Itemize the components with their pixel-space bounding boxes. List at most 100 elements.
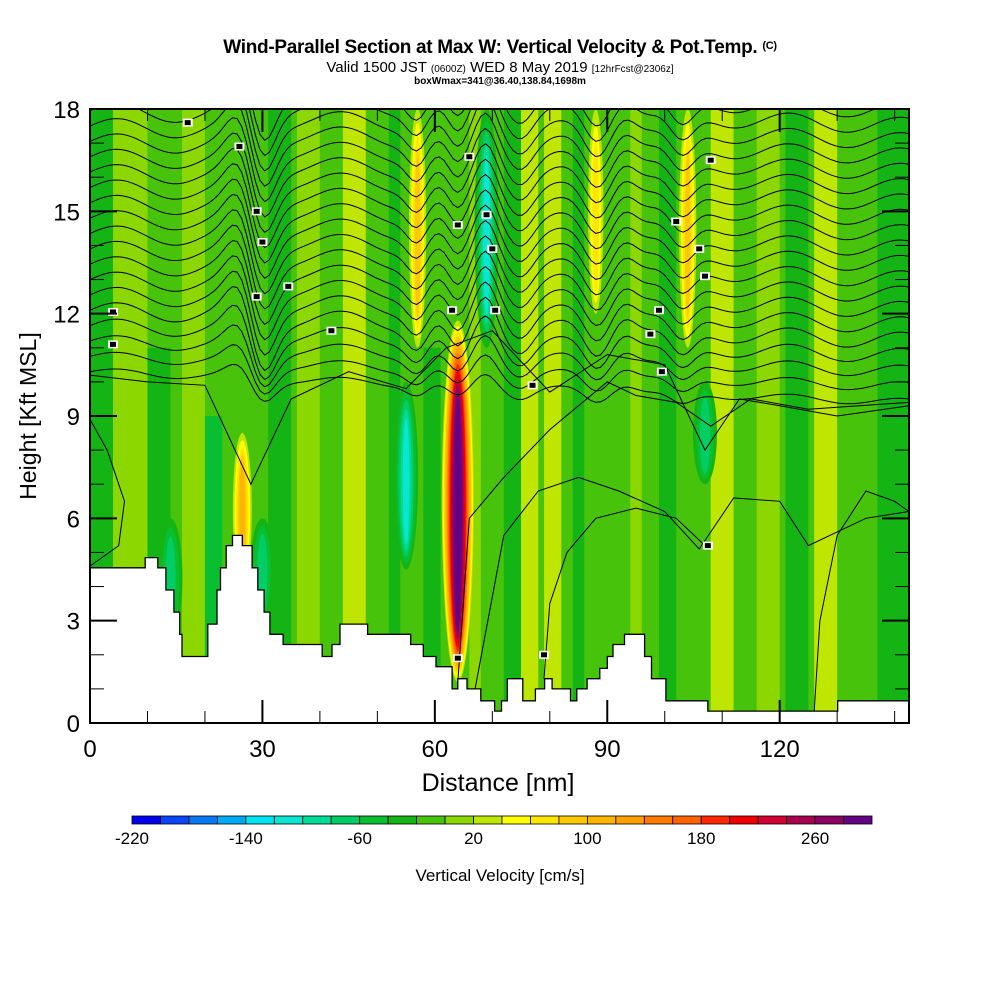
contour-label-glyph <box>259 239 266 245</box>
colorbar-swatch <box>615 815 645 825</box>
theta-contour-line <box>90 330 909 486</box>
velocity-band <box>842 109 866 723</box>
colorbar-swatch <box>530 815 560 825</box>
y-tick-label: 9 <box>67 404 80 431</box>
downdraft-core <box>483 155 490 316</box>
colorbar-tick-label: 20 <box>464 829 483 848</box>
colorbar-swatch <box>700 815 731 825</box>
theta-contour-line <box>457 381 909 683</box>
contour-label-glyph <box>253 208 260 214</box>
contour-label-glyph <box>704 543 711 549</box>
contour-label-glyph <box>541 652 548 658</box>
velocity-band <box>365 109 389 723</box>
colorbar-tick-label: 260 <box>801 829 829 848</box>
colorbar-swatch <box>501 815 531 825</box>
forecast-info: [12hrFcst@2306z] <box>591 64 674 75</box>
theta-contour-line <box>90 209 909 295</box>
theta-contour-line <box>90 163 909 249</box>
theta-contour-line <box>90 132 909 218</box>
copyright-mark: (C) <box>762 40 777 52</box>
contour-label-glyph <box>109 309 116 315</box>
theta-contour-line <box>543 507 706 679</box>
contour-label-glyph <box>696 246 703 252</box>
colorbar-swatch <box>359 815 389 825</box>
valid-utc: (0600Z) <box>430 64 466 75</box>
theta-contour-line <box>90 286 909 372</box>
velocity-band <box>181 109 205 723</box>
x-tick-label: 0 <box>83 736 96 763</box>
velocity-band <box>658 109 677 723</box>
axis-ticks <box>89 108 909 724</box>
colorbar-swatch <box>757 815 788 825</box>
colorbar-swatch <box>131 815 161 825</box>
updraft-core <box>414 151 421 319</box>
velocity-band <box>785 109 809 723</box>
valid-date: WED 8 May 2019 <box>470 59 588 76</box>
contour-label-glyph <box>109 341 116 347</box>
y-tick-label: 18 <box>53 97 80 124</box>
valid-time-line: Valid 1500 JST (0600Z) WED 8 May 2019 [1… <box>0 59 1000 76</box>
contour-label-glyph <box>658 369 665 375</box>
theta-contours <box>90 109 909 712</box>
y-tick-label: 0 <box>67 711 80 738</box>
contour-label-glyph <box>492 307 499 313</box>
colorbar-swatch <box>444 815 474 825</box>
theta-contour-line <box>90 147 909 233</box>
theta-contour-line <box>90 109 909 187</box>
velocity-band <box>388 109 401 723</box>
colorbar-swatch <box>160 815 190 825</box>
colorbar-swatch <box>188 815 218 825</box>
theta-contour-line <box>90 255 909 341</box>
colorbar: -220 -140 -60 20 100 180 260 <box>115 815 873 848</box>
velocity-band <box>469 109 481 723</box>
contour-label-glyph <box>466 154 473 160</box>
colorbar-swatch <box>273 815 304 825</box>
chart-title: Wind-Parallel Section at Max W: Vertical… <box>0 37 1000 59</box>
contour-label-glyph <box>184 120 191 126</box>
velocity-band <box>756 109 780 723</box>
theta-contour-line <box>90 418 126 567</box>
colorbar-tick-label: -140 <box>229 829 263 848</box>
colorbar-swatch <box>558 815 588 825</box>
colorbar-swatch <box>302 815 332 825</box>
contour-label-glyph <box>647 331 654 337</box>
terrain <box>89 534 910 724</box>
colorbar-swatch <box>729 815 759 825</box>
contour-label-glyph <box>673 219 680 225</box>
updraft-core <box>456 408 460 621</box>
y-tick-label: 6 <box>67 506 80 533</box>
theta-contour-line <box>90 324 909 388</box>
theta-contour-line <box>474 476 909 689</box>
x-tick-label: 90 <box>594 736 621 763</box>
colorbar-swatch <box>216 815 247 825</box>
valid-time: Valid 1500 JST <box>326 59 427 76</box>
terrain-profile <box>89 534 910 724</box>
velocity-band <box>630 109 642 723</box>
colorbar-swatch <box>643 815 674 825</box>
contour-label-glyph <box>454 222 461 228</box>
colorbar-swatch <box>786 815 816 825</box>
colorbar-swatch <box>416 815 446 825</box>
velocity-band <box>423 347 441 723</box>
colorbar-tick-label: -220 <box>115 829 149 848</box>
theta-contour-line <box>90 363 909 405</box>
contour-label-glyph <box>236 144 243 150</box>
y-axis-label: Height [Kft MSL] <box>15 332 41 499</box>
x-tick-label: 30 <box>249 736 276 763</box>
downdraft-core <box>402 418 410 545</box>
velocity-band <box>503 109 522 723</box>
contour-label-glyph <box>701 273 708 279</box>
contour-label-glyph <box>253 294 260 300</box>
velocity-band <box>814 109 838 723</box>
colorbar-label: Vertical Velocity [cm/s] <box>415 866 584 885</box>
contour-label-glyph <box>655 307 662 313</box>
colorbar-swatch <box>245 815 275 825</box>
velocity-band <box>268 109 292 723</box>
velocity-band <box>572 109 585 723</box>
updraft-core <box>592 139 600 293</box>
contour-label-glyph <box>328 328 335 334</box>
colorbar-tick-label: 100 <box>573 829 601 848</box>
box-wmax-line: boxWmax=341@36.40,138.84,1698m <box>414 76 586 87</box>
colorbar-swatch <box>387 815 418 825</box>
